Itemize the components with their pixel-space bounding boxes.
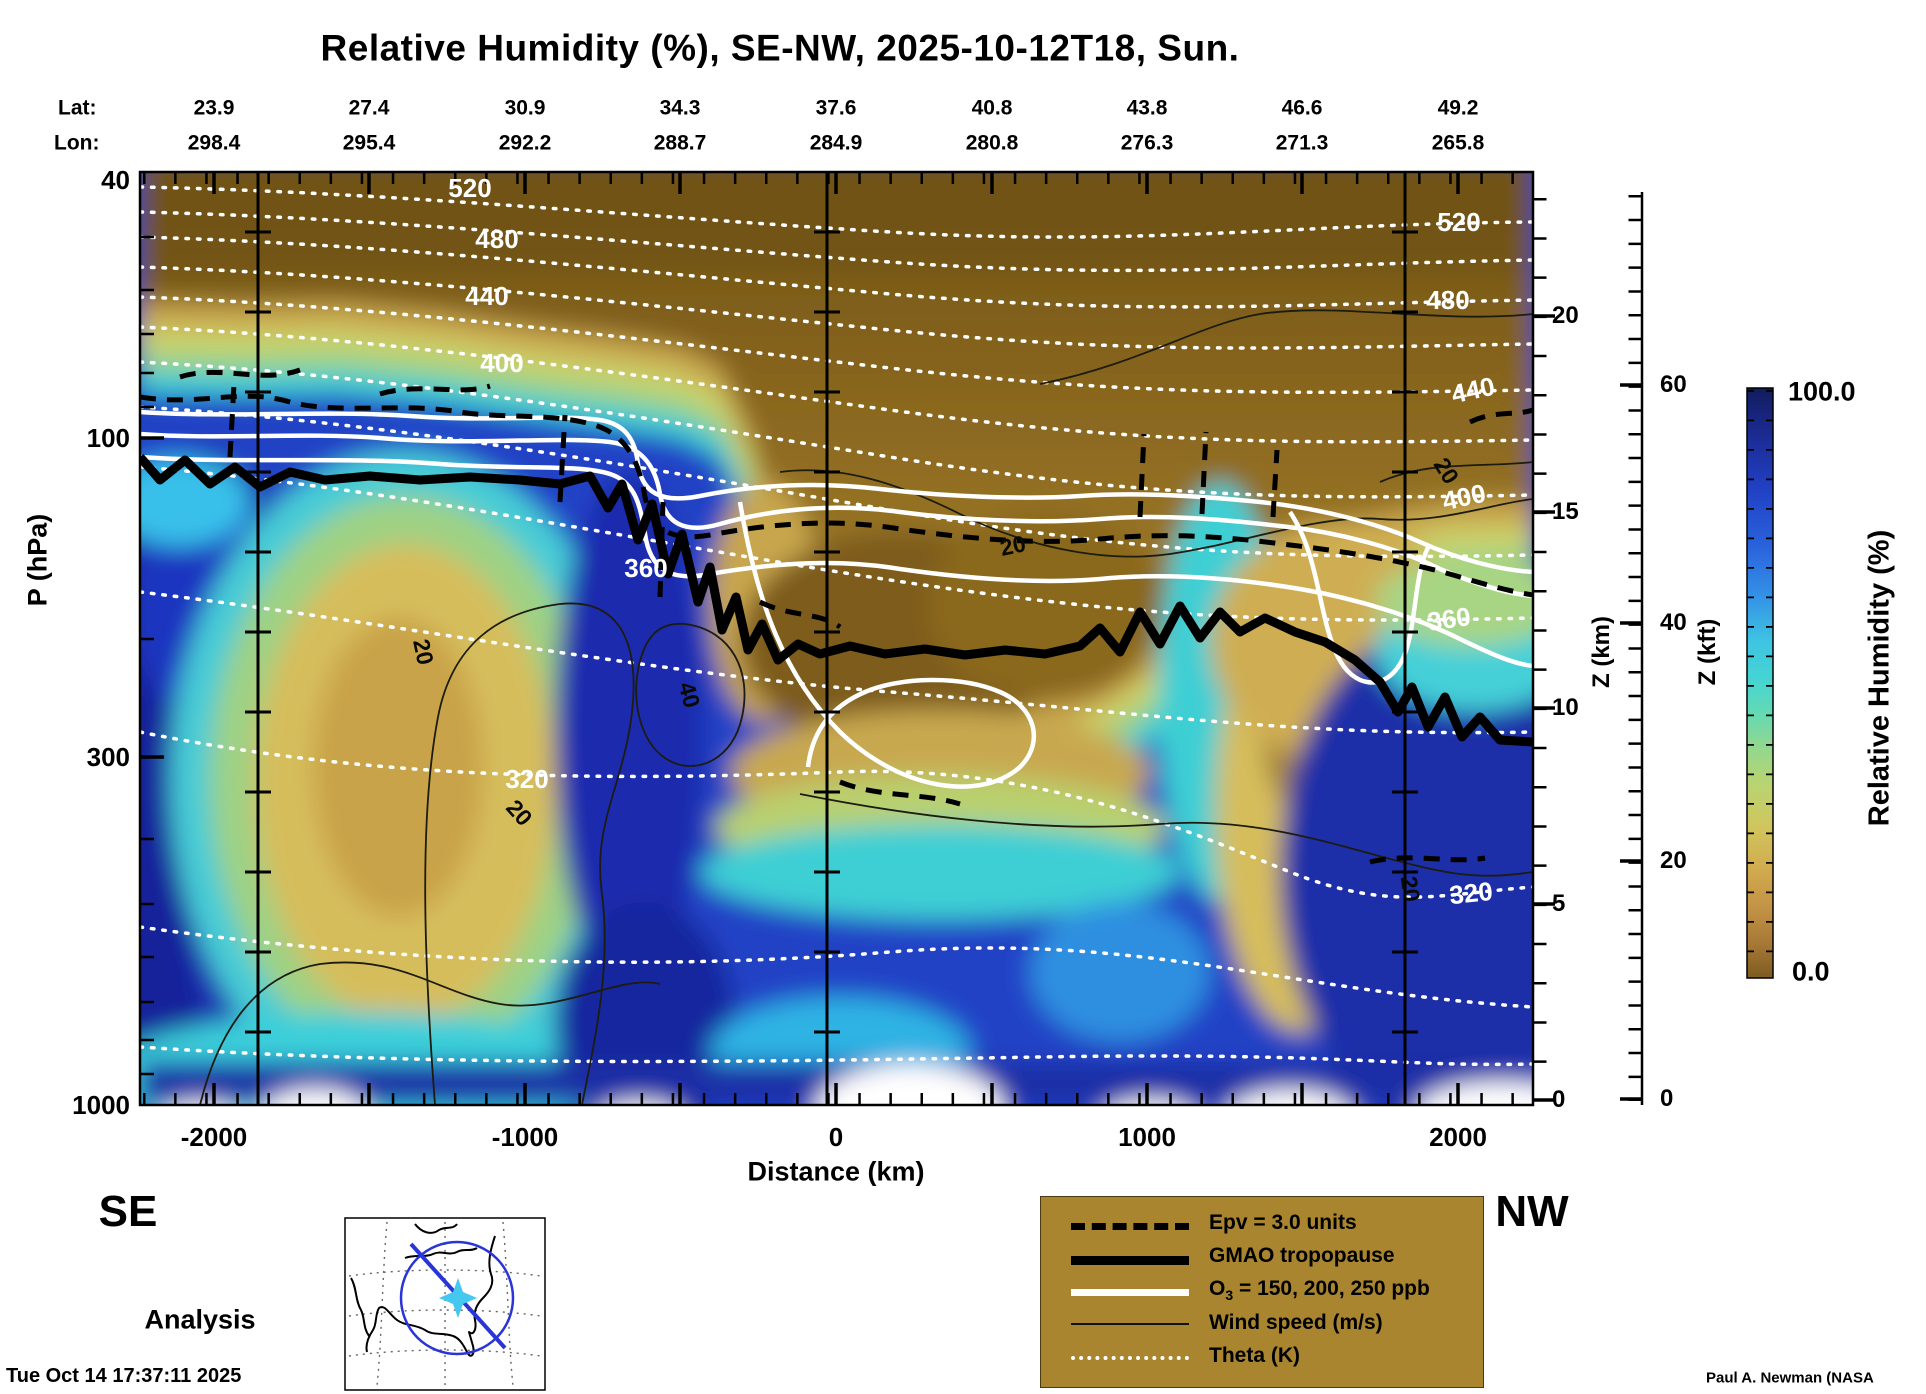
p-axis-label: P (hPa) xyxy=(22,513,53,607)
legend-row-wind: Wind speed (m/s) xyxy=(1041,1311,1483,1341)
colorbar-max: 100.0 xyxy=(1788,376,1856,407)
theta-label-320-left: 320 xyxy=(505,764,549,794)
epv-contours xyxy=(140,367,1533,865)
lat-value: 46.6 xyxy=(1281,96,1323,120)
colorbar-min: 0.0 xyxy=(1792,956,1830,987)
legend-label-epv: Epv = 3.0 units xyxy=(1209,1211,1357,1234)
timestamp: Tue Oct 14 17:37:11 2025 xyxy=(6,1365,242,1387)
ozone-contours xyxy=(140,409,1533,789)
theta-label-480-right: 480 xyxy=(1426,285,1470,315)
page-title: Relative Humidity (%), SE-NW, 2025-10-12… xyxy=(320,27,1240,69)
lat-value: 34.3 xyxy=(659,96,701,120)
p-tick: 1000 xyxy=(72,1090,130,1120)
lat-row-label: Lat: xyxy=(58,96,97,120)
zkm-tick: 15 xyxy=(1552,498,1579,525)
theta-contours xyxy=(140,185,1533,1067)
lat-value: 30.9 xyxy=(504,96,546,120)
tropopause-line xyxy=(140,454,1533,747)
x-tick: 2000 xyxy=(1429,1122,1487,1152)
lat-value: 23.9 xyxy=(193,96,235,120)
zkm-tick: 20 xyxy=(1552,302,1579,329)
wind-label-20: 20 xyxy=(408,636,439,668)
lon-value: 292.2 xyxy=(498,131,552,155)
plot-frame xyxy=(138,170,1535,1107)
zkm-tick: 5 xyxy=(1552,890,1566,917)
legend-label-theta: Theta (K) xyxy=(1209,1344,1300,1367)
credit: Paul A. Newman (NASA xyxy=(1706,1369,1874,1387)
x-tick: 1000 xyxy=(1118,1122,1176,1152)
legend-label-wind: Wind speed (m/s) xyxy=(1209,1311,1383,1334)
p-tick: 100 xyxy=(86,423,130,453)
legend-label-tropopause: GMAO tropopause xyxy=(1209,1244,1395,1267)
zkm-axis-label: Z (km) xyxy=(1588,616,1615,688)
ozone-levels-text: = 150, 200, 250 ppb xyxy=(1233,1277,1430,1300)
wind-label-20: 20 xyxy=(997,530,1029,561)
map-range-circle xyxy=(399,1240,515,1356)
zkft-tick: 0 xyxy=(1660,1085,1674,1112)
zkft-tick: 40 xyxy=(1660,609,1687,636)
theta-label-360-right: 360 xyxy=(1425,601,1473,637)
p-tick: 300 xyxy=(86,742,130,772)
lon-value: 276.3 xyxy=(1120,131,1174,155)
lon-value: 298.4 xyxy=(187,131,241,155)
colorbar-title: Relative Humidity (%) xyxy=(1863,529,1896,827)
theta-label-360-left: 360 xyxy=(624,553,668,583)
lon-value: 271.3 xyxy=(1275,131,1329,155)
lat-value: 27.4 xyxy=(348,96,390,120)
theta-line-sample xyxy=(1071,1356,1189,1360)
lon-row-label: Lon: xyxy=(54,131,100,155)
ozone-line-sample xyxy=(1071,1289,1189,1296)
legend-row-ozone: O3 = 150, 200, 250 ppb xyxy=(1041,1277,1483,1307)
ozone-symbol: O xyxy=(1209,1277,1226,1300)
inset-map xyxy=(344,1217,546,1391)
lon-value: 284.9 xyxy=(809,131,863,155)
ozone-subscript: 3 xyxy=(1225,1287,1234,1304)
x-axis-label: Distance (km) xyxy=(747,1156,925,1187)
x-tick: 0 xyxy=(828,1122,844,1152)
endpoint-se: SE xyxy=(98,1187,158,1236)
lat-value: 43.8 xyxy=(1126,96,1168,120)
lon-value: 265.8 xyxy=(1431,131,1485,155)
lat-value: 40.8 xyxy=(971,96,1013,120)
theta-label-480-left: 480 xyxy=(475,224,519,254)
legend-row-theta: Theta (K) xyxy=(1041,1344,1483,1374)
theta-label-440-left: 440 xyxy=(465,281,509,311)
wind-label-20: 20 xyxy=(1395,874,1426,904)
lon-value: 295.4 xyxy=(342,131,396,155)
lon-value: 288.7 xyxy=(653,131,707,155)
legend-label-ozone: O3 = 150, 200, 250 ppb xyxy=(1209,1277,1430,1303)
z-km-axis xyxy=(1533,198,1555,1102)
endpoint-nw: NW xyxy=(1495,1187,1569,1236)
lat-value: 49.2 xyxy=(1437,96,1479,120)
colorbar xyxy=(1746,387,1774,979)
x-tick: -2000 xyxy=(180,1122,248,1152)
theta-label-520-right: 520 xyxy=(1437,207,1481,237)
legend: Epv = 3.0 units GMAO tropopause O3 = 150… xyxy=(1040,1196,1484,1388)
legend-row-tropopause: GMAO tropopause xyxy=(1041,1244,1483,1274)
rh-cross-section-field xyxy=(140,172,1533,1105)
z-kft-axis xyxy=(1620,192,1644,1105)
theta-label-520-left: 520 xyxy=(448,173,492,203)
zkft-tick: 60 xyxy=(1660,371,1687,398)
epv-line-sample xyxy=(1071,1223,1189,1230)
wind-line-sample xyxy=(1071,1323,1189,1325)
theta-label-400-left: 400 xyxy=(480,348,524,378)
x-tick: -1000 xyxy=(491,1122,559,1152)
map-center-star-icon xyxy=(439,1278,477,1318)
theta-label-320-right: 320 xyxy=(1447,875,1495,911)
tropopause-line-sample xyxy=(1071,1256,1189,1265)
lon-value: 280.8 xyxy=(965,131,1019,155)
zkft-tick: 20 xyxy=(1660,847,1687,874)
zkm-tick: 10 xyxy=(1552,694,1579,721)
lat-value: 37.6 xyxy=(815,96,857,120)
zkm-tick: 0 xyxy=(1552,1086,1566,1113)
map-coastline xyxy=(350,1223,496,1357)
legend-row-epv: Epv = 3.0 units xyxy=(1041,1211,1483,1241)
p-tick: 40 xyxy=(101,165,130,195)
waypoint-marker-lines xyxy=(245,172,1418,1105)
analysis-label: Analysis xyxy=(144,1304,256,1335)
zkft-axis-label: Z (kft) xyxy=(1694,618,1721,686)
